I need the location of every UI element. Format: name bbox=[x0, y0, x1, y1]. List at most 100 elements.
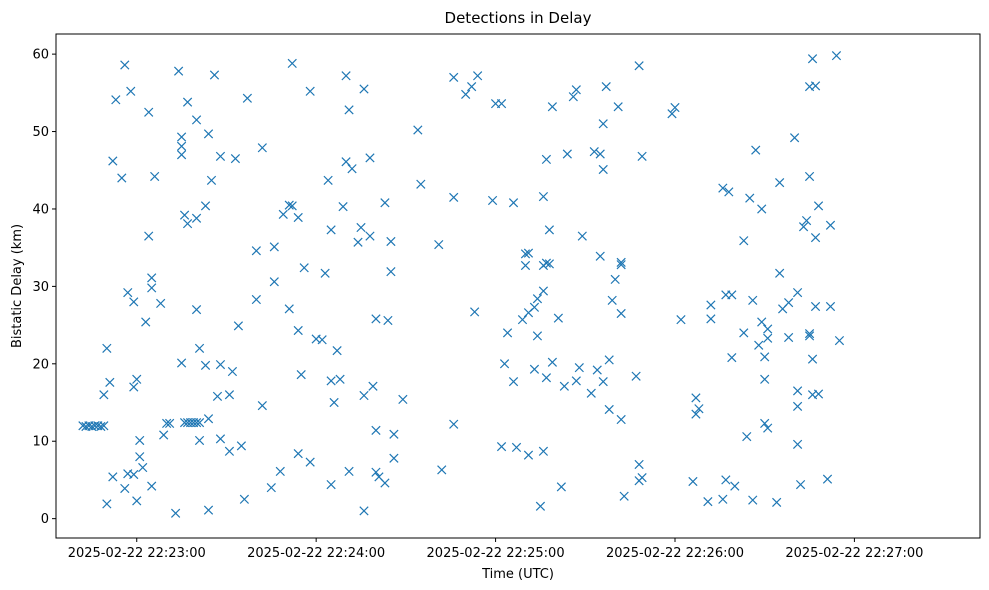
data-point bbox=[371, 425, 381, 436]
data-point bbox=[182, 97, 193, 107]
data-point bbox=[416, 179, 426, 189]
data-point bbox=[798, 222, 809, 232]
data-point bbox=[371, 314, 381, 324]
data-point bbox=[173, 66, 184, 76]
data-points bbox=[78, 51, 845, 518]
data-point bbox=[807, 54, 818, 64]
data-point bbox=[619, 491, 629, 501]
data-point bbox=[129, 469, 139, 480]
x-tick-label: 2025-02-22 22:23:00 bbox=[68, 546, 206, 561]
data-point bbox=[284, 200, 294, 210]
data-point bbox=[147, 481, 157, 491]
y-tick-label: 60 bbox=[32, 48, 49, 63]
data-point bbox=[191, 213, 202, 223]
data-point bbox=[132, 496, 142, 506]
data-point bbox=[144, 107, 154, 117]
y-axis-label: Bistatic Delay (km) bbox=[10, 224, 25, 348]
data-point bbox=[613, 102, 623, 112]
data-point bbox=[296, 370, 306, 380]
data-point bbox=[398, 394, 408, 405]
data-point bbox=[120, 483, 130, 494]
data-point bbox=[239, 494, 250, 504]
data-point bbox=[691, 393, 701, 403]
data-point bbox=[200, 360, 211, 370]
data-point bbox=[449, 419, 459, 429]
data-point bbox=[102, 343, 112, 353]
data-point bbox=[132, 374, 142, 384]
data-point bbox=[595, 251, 605, 261]
data-point bbox=[562, 149, 572, 159]
data-point bbox=[559, 381, 569, 391]
data-point bbox=[126, 86, 136, 96]
data-point bbox=[224, 446, 235, 456]
data-point bbox=[571, 376, 581, 386]
data-point bbox=[553, 313, 563, 323]
data-point bbox=[775, 268, 785, 278]
y-tick-label: 20 bbox=[32, 357, 49, 372]
y-axis: 0 10 20 30 40 50 60 bbox=[32, 48, 56, 527]
data-point bbox=[810, 232, 821, 243]
data-point bbox=[278, 209, 288, 220]
data-point bbox=[242, 93, 253, 103]
data-point bbox=[676, 315, 686, 325]
data-point bbox=[191, 418, 202, 428]
data-point bbox=[305, 86, 315, 96]
data-point bbox=[718, 183, 728, 193]
data-point bbox=[751, 145, 761, 155]
data-point bbox=[598, 164, 608, 175]
data-point bbox=[795, 479, 806, 490]
data-point bbox=[754, 340, 764, 350]
x-tick-label: 2025-02-22 22:26:00 bbox=[606, 546, 744, 561]
y-tick-label: 10 bbox=[32, 435, 49, 450]
data-point bbox=[532, 331, 543, 341]
data-point bbox=[783, 298, 794, 308]
data-point bbox=[269, 242, 279, 252]
data-point bbox=[96, 421, 106, 432]
data-point bbox=[215, 359, 226, 370]
data-point bbox=[792, 401, 803, 412]
data-point bbox=[783, 332, 794, 343]
data-point bbox=[739, 236, 749, 246]
data-point bbox=[194, 418, 205, 428]
data-point bbox=[257, 400, 267, 411]
data-point bbox=[589, 147, 599, 157]
x-tick-label: 2025-02-22 22:27:00 bbox=[785, 546, 923, 561]
plot-area bbox=[55, 33, 981, 539]
data-point bbox=[604, 355, 614, 365]
data-point bbox=[547, 102, 558, 112]
data-point bbox=[102, 499, 112, 509]
data-point bbox=[496, 99, 507, 109]
data-point bbox=[275, 466, 285, 477]
data-point bbox=[105, 377, 115, 388]
data-point bbox=[299, 263, 309, 273]
data-point bbox=[317, 335, 327, 345]
data-point bbox=[511, 442, 522, 453]
data-point bbox=[538, 286, 549, 296]
data-point bbox=[706, 314, 716, 324]
data-point bbox=[284, 304, 294, 314]
data-point bbox=[335, 374, 345, 384]
data-point bbox=[574, 363, 584, 373]
data-point bbox=[813, 389, 824, 399]
data-point bbox=[203, 505, 214, 515]
data-point bbox=[556, 482, 566, 492]
data-point bbox=[592, 365, 602, 375]
data-point bbox=[449, 72, 459, 82]
data-point bbox=[757, 204, 767, 214]
data-point bbox=[269, 277, 279, 287]
data-point bbox=[760, 352, 770, 362]
data-point bbox=[538, 191, 549, 202]
data-point bbox=[804, 171, 815, 182]
data-point bbox=[326, 479, 336, 490]
data-point bbox=[703, 496, 713, 507]
data-point bbox=[631, 371, 641, 381]
data-point bbox=[595, 149, 605, 159]
data-point bbox=[520, 249, 531, 259]
data-point bbox=[637, 151, 647, 161]
data-point bbox=[156, 298, 166, 309]
data-point bbox=[724, 187, 734, 197]
data-point bbox=[120, 60, 130, 70]
data-point bbox=[129, 382, 139, 392]
data-point bbox=[449, 192, 459, 202]
data-point bbox=[616, 308, 626, 319]
